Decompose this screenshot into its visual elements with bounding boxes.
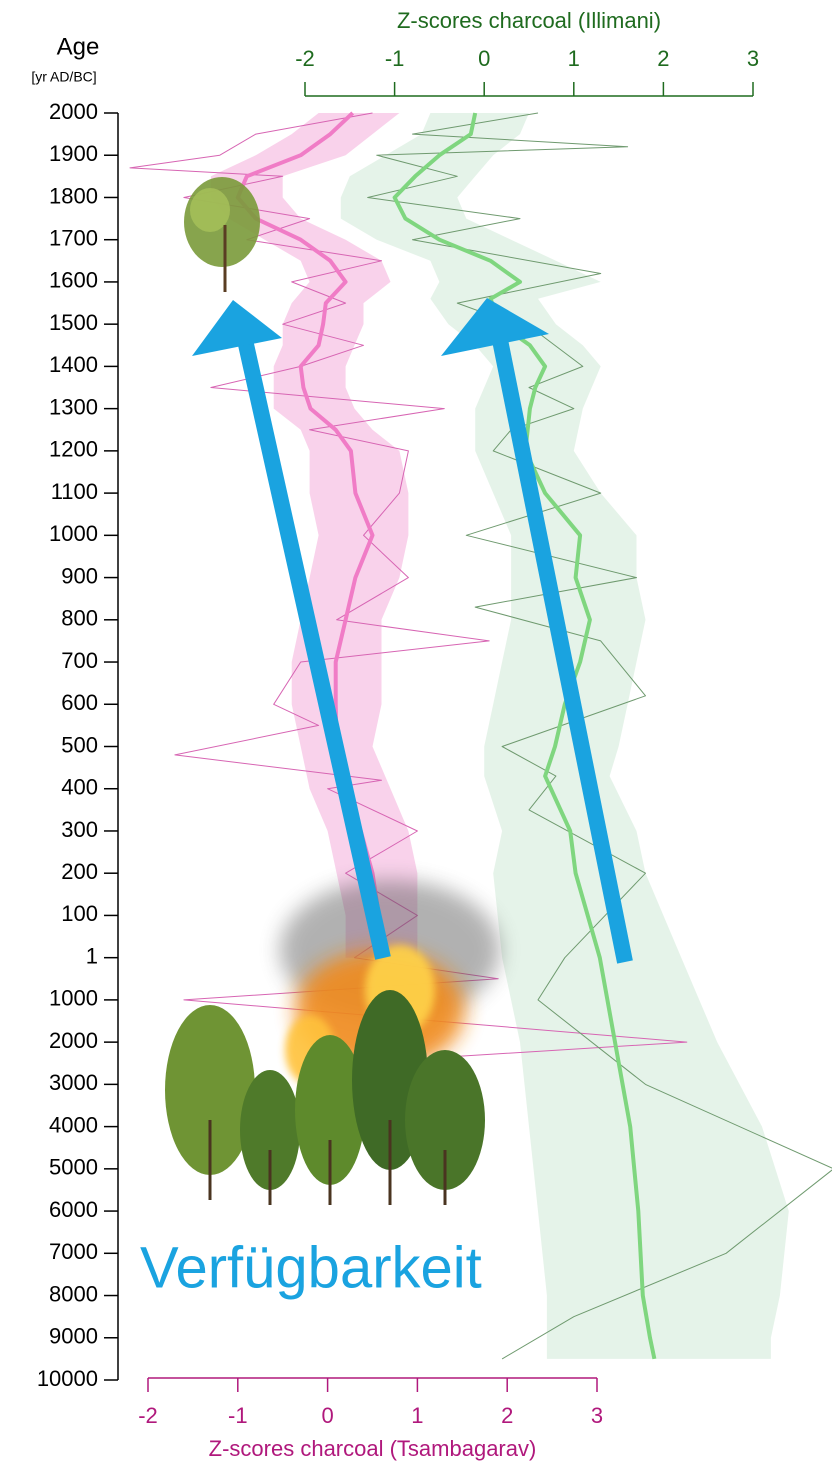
raw-line (367, 112, 832, 1360)
y-tick-label: 7000 (49, 1239, 98, 1264)
x-tick-label: 1 (568, 46, 580, 71)
y-tick-label: 1000 (49, 521, 98, 546)
trunks (208, 1120, 447, 1205)
y-tick-label: 1400 (49, 352, 98, 377)
y-axis-unit: [yr AD/BC] (31, 69, 96, 85)
y-tick-label: 100 (61, 901, 98, 926)
arrow-shaft (237, 338, 391, 960)
uncertainty-band (210, 113, 418, 958)
x-axis-title: Z-scores charcoal (Tsambagarav) (209, 1436, 537, 1461)
x-tick-label: 3 (591, 1403, 603, 1428)
y-tick-label: 1600 (49, 268, 98, 293)
y-tick-label: 2000 (49, 99, 98, 124)
y-tick-label: 700 (61, 648, 98, 673)
y-tick-label: 4000 (49, 1112, 98, 1137)
tree-crown (190, 188, 230, 232)
smoothed-line (392, 112, 657, 1360)
x-tick-label: 2 (501, 1403, 513, 1428)
data-layer (129, 111, 832, 1360)
y-tick-label: 1200 (49, 437, 98, 462)
y-tick-label: 900 (61, 563, 98, 588)
y-tick-label: 1700 (49, 226, 98, 251)
y-axis-title: Age (57, 33, 100, 60)
y-tick-label: 8000 (49, 1281, 98, 1306)
y-tick-label: 3000 (49, 1070, 98, 1095)
x-tick-label: -2 (295, 46, 315, 71)
y-tick-label: 800 (61, 606, 98, 631)
x-tick-label: 2 (657, 46, 669, 71)
y-tick-label: 9000 (49, 1324, 98, 1349)
x-tick-label: 1 (411, 1403, 423, 1428)
x-tick-label: 0 (321, 1403, 333, 1428)
y-tick-label: 500 (61, 732, 98, 757)
x-tick-label: 0 (478, 46, 490, 71)
x-tick-label: -1 (385, 46, 405, 71)
y-tick-label: 10000 (37, 1366, 98, 1391)
y-tick-label: 6000 (49, 1197, 98, 1222)
forest (165, 990, 485, 1190)
y-tick-label: 1 (86, 943, 98, 968)
y-tick-label: 400 (61, 775, 98, 800)
x-tick-label: -2 (138, 1403, 158, 1428)
y-tick-label: 1300 (49, 394, 98, 419)
y-tick-label: 600 (61, 690, 98, 715)
illustrations (165, 177, 633, 1205)
y-tick-label: 1100 (51, 479, 98, 504)
y-tick-label: 300 (61, 817, 98, 842)
y-tick-label: 5000 (49, 1155, 98, 1180)
y-tick-label: 1900 (49, 141, 98, 166)
y-tick-label: 1000 (49, 986, 98, 1011)
annotation: Verfügbarkeit (140, 1235, 482, 1300)
y-tick-label: 2000 (49, 1028, 98, 1053)
x-tick-label: 3 (747, 46, 759, 71)
arrow-head (192, 300, 282, 356)
uncertainty-band (340, 113, 789, 1359)
y-tick-label: 1800 (49, 183, 98, 208)
y-tick-label: 1500 (49, 310, 98, 335)
arrow-head (441, 298, 549, 356)
arrow-shaft (492, 338, 633, 964)
y-tick-label: 200 (61, 859, 98, 884)
x-tick-label: -1 (228, 1403, 248, 1428)
x-axis-title: Z-scores charcoal (Illimani) (397, 8, 661, 33)
